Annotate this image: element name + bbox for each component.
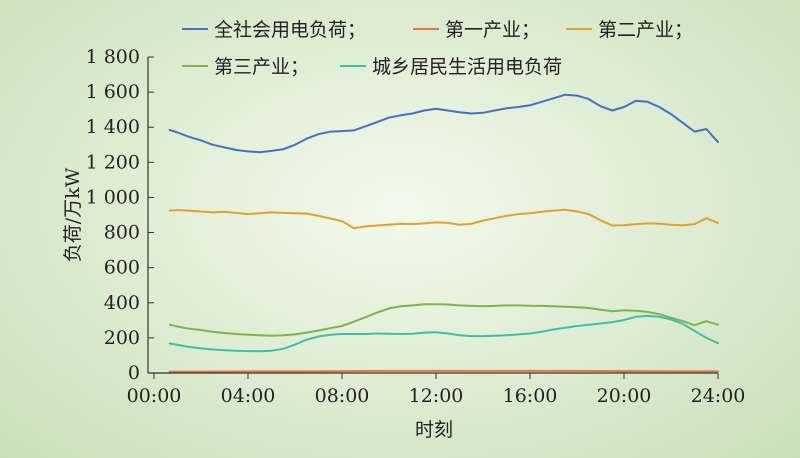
legend-label: 第二产业； [598, 19, 693, 41]
series-line-5 [168, 314, 719, 353]
y-tick-label: 1 200 [86, 151, 140, 173]
legend-item-5: 城乡居民生活用电负荷 [340, 56, 562, 78]
x-tick-label: 12:00 [409, 385, 464, 407]
legend-label: 第三产业； [214, 56, 309, 78]
y-tick-label: 800 [104, 222, 140, 244]
y-tick-label: 400 [104, 292, 140, 314]
legend-label: 城乡居民生活用电负荷 [372, 56, 562, 78]
y-tick-label: 1 000 [86, 186, 140, 208]
x-tick-label: 16:00 [503, 385, 558, 407]
x-axis-title: 时刻 [415, 419, 453, 441]
x-tick-label: 24:00 [691, 385, 746, 407]
series-line-2 [168, 369, 719, 373]
x-tick-label: 20:00 [597, 385, 652, 407]
legend-item-1: 全社会用电负荷； [182, 19, 366, 41]
y-axis-title: 负荷/万kW [62, 167, 84, 262]
legend: 全社会用电负荷； 第一产业； 第二产业； 第三产业； 城乡居民生活用电负荷 [182, 19, 693, 78]
series-layer [168, 93, 719, 373]
legend-item-2: 第一产业； [413, 19, 540, 41]
x-tick-label: 00:00 [127, 385, 182, 407]
x-tick-label: 08:00 [315, 385, 370, 407]
legend-label: 第一产业； [445, 19, 540, 41]
series-line-4 [168, 303, 719, 337]
y-tick-label: 0 [128, 362, 140, 384]
legend-item-3: 第二产业； [566, 19, 693, 41]
series-line-3 [168, 208, 719, 230]
legend-label: 全社会用电负荷； [214, 19, 366, 41]
y-tick-label: 600 [104, 257, 140, 279]
y-tick-label: 1 800 [86, 46, 140, 68]
y-tick-label: 1 600 [86, 81, 140, 103]
y-tick-label: 200 [104, 327, 140, 349]
legend-item-4: 第三产业； [182, 56, 309, 78]
y-tick-label: 1 400 [86, 116, 140, 138]
ticks-layer: 0 200 400 600 800 1 000 1 200 1 400 1 600 1 800 00… [86, 46, 746, 407]
x-tick-label: 04:00 [221, 385, 276, 407]
axes-layer [147, 57, 718, 374]
series-line-1 [168, 93, 719, 154]
